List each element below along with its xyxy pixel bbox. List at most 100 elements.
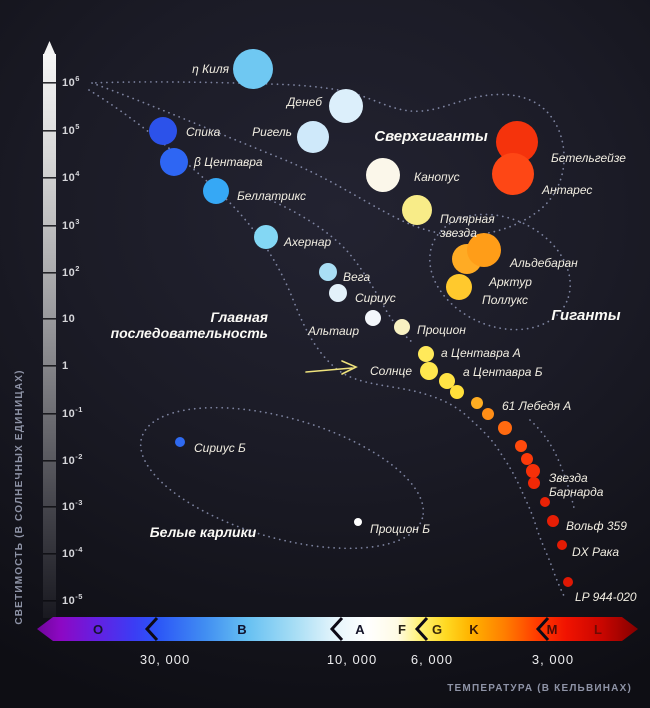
star-label-dx-cancri: DX Рака — [572, 545, 619, 559]
star-aldebaran — [467, 233, 501, 267]
spectral-class-F: F — [398, 622, 406, 637]
star-label-vega: Вега — [343, 270, 370, 284]
star-label-canopus: Канопус — [414, 170, 460, 184]
star-ms-star-5 — [521, 453, 533, 465]
temp-tick-label: 30, 000 — [140, 652, 190, 667]
spectral-class-G: G — [432, 622, 442, 637]
temp-tick-label: 6, 000 — [411, 652, 453, 667]
star-label-rigel: Ригель — [252, 125, 292, 139]
star-deneb — [329, 89, 363, 123]
star-canopus — [366, 158, 400, 192]
star-bellatrix — [203, 178, 229, 204]
star-label-sirius: Сириус — [355, 291, 396, 305]
star-procyon — [394, 319, 410, 335]
star-alpha-centauri-a — [418, 346, 434, 362]
star-betelgeuse — [496, 121, 538, 163]
star-label-arcturus: Арктур — [488, 275, 532, 289]
sun-arrow — [305, 360, 358, 375]
lum-bar-divider — [43, 413, 56, 415]
region-label-giants: Гиганты — [551, 307, 620, 324]
spectral-bar-chevron — [329, 616, 344, 642]
region-label-white-dwarfs: Белые карлики — [150, 524, 257, 540]
lum-tick-label: 10-2 — [62, 452, 83, 467]
lum-tick-label: 105 — [62, 122, 80, 137]
lum-tick-label: 10-5 — [62, 592, 83, 607]
lum-bar-divider — [43, 130, 56, 132]
star-rigel — [297, 121, 329, 153]
region-label-main-sequence: последовательность — [111, 325, 268, 341]
lum-tick-label: 10-4 — [62, 545, 83, 560]
star-barnards-star — [528, 477, 540, 489]
star-antares — [492, 153, 534, 195]
star-labels: η Киля Денеб Ригель Спика β Центавра Беллатри… — [186, 62, 637, 604]
lum-tick-label: 10-1 — [62, 405, 83, 420]
lum-bar-divider — [43, 553, 56, 555]
star-label-wolf-359: Вольф 359 — [566, 519, 627, 533]
star-label-sun: Солнце — [370, 364, 412, 378]
spectral-class-L: L — [594, 622, 602, 637]
star-label-alpha-centauri-a: а Центавра А — [441, 346, 521, 360]
star-label-beta-centauri: β Центавра — [193, 155, 263, 169]
star-label-altair: Альтаир — [307, 324, 359, 338]
temperature-axis-title: ТЕМПЕРАТУРА (В КЕЛЬВИНАХ) — [447, 683, 632, 694]
star-61-cygni-a — [482, 408, 494, 420]
lum-tick-label: 103 — [62, 217, 80, 232]
star-sirius-b — [175, 437, 185, 447]
spectral-bar-chevron — [144, 616, 159, 642]
star-beta-centauri — [160, 148, 188, 176]
giants-outline — [428, 213, 572, 331]
lum-bar-divider — [43, 506, 56, 508]
lum-bar-divider — [43, 600, 56, 602]
star-altair — [365, 310, 381, 326]
star-label-pollux: Поллукс — [482, 293, 528, 307]
lum-bar-divider — [43, 318, 56, 320]
star-label-deneb: Денеб — [285, 95, 323, 109]
star-label-spica: Спика — [186, 125, 221, 139]
star-alpha-centauri-b — [439, 373, 455, 389]
spectral-bar-chevron — [535, 616, 550, 642]
star-ms-star-4 — [515, 440, 527, 452]
star-label-procyon: Процион — [417, 323, 466, 337]
star-ms-star-2 — [471, 397, 483, 409]
lum-tick-label: 1 — [62, 360, 69, 372]
star-label-alpha-centauri-b: а Центавра Б — [463, 365, 543, 379]
main-sequence-outline-upper — [269, 199, 413, 343]
star-ms-star-3 — [498, 421, 512, 435]
star-label2-polaris: звезда — [439, 226, 477, 240]
lum-bar-divider — [43, 460, 56, 462]
luminosity-axis-title: СВЕТИМОСТЬ (В СОЛНЕЧНЫХ ЕДИНИЦАХ) — [14, 369, 25, 624]
star-label-sirius-b: Сириус Б — [194, 441, 246, 455]
luminosity-bar-arrow — [43, 41, 56, 56]
star-label-aldebaran: Альдебаран — [509, 256, 578, 270]
star-label-antares: Антарес — [541, 183, 592, 197]
supergiants-outline — [91, 81, 565, 237]
star-ms-star-7 — [540, 497, 550, 507]
star-spica — [149, 117, 177, 145]
star-label-polaris: Полярная — [440, 212, 495, 226]
spectral-class-B: B — [237, 622, 246, 637]
star-label-barnards-star: Звезда — [549, 471, 588, 485]
star-label-bellatrix: Беллатрикс — [237, 189, 306, 203]
star-label-procyon-b: Процион Б — [370, 522, 430, 536]
temp-tick-label: 3, 000 — [532, 652, 574, 667]
spectral-class-A: A — [355, 622, 365, 637]
lum-bar-divider — [43, 82, 56, 84]
white-dwarfs-outline — [139, 406, 425, 550]
star-sun — [420, 362, 438, 380]
temp-tick-label: 10, 000 — [327, 652, 377, 667]
region-label-supergiants: Сверхгиганты — [374, 128, 488, 145]
star-lp-944-020 — [563, 577, 573, 587]
star-vega — [319, 263, 337, 281]
spectral-class-O: O — [93, 622, 103, 637]
lum-tick-label: 102 — [62, 264, 80, 279]
star-label-betelgeuse: Бетельгейзе — [551, 151, 626, 165]
spectral-class-K: K — [469, 622, 479, 637]
region-labels: Сверхгиганты Гиганты Главнаяпоследовательн… — [111, 128, 621, 540]
star-label2-barnards-star: Барнарда — [549, 485, 604, 499]
star-pollux — [446, 274, 472, 300]
